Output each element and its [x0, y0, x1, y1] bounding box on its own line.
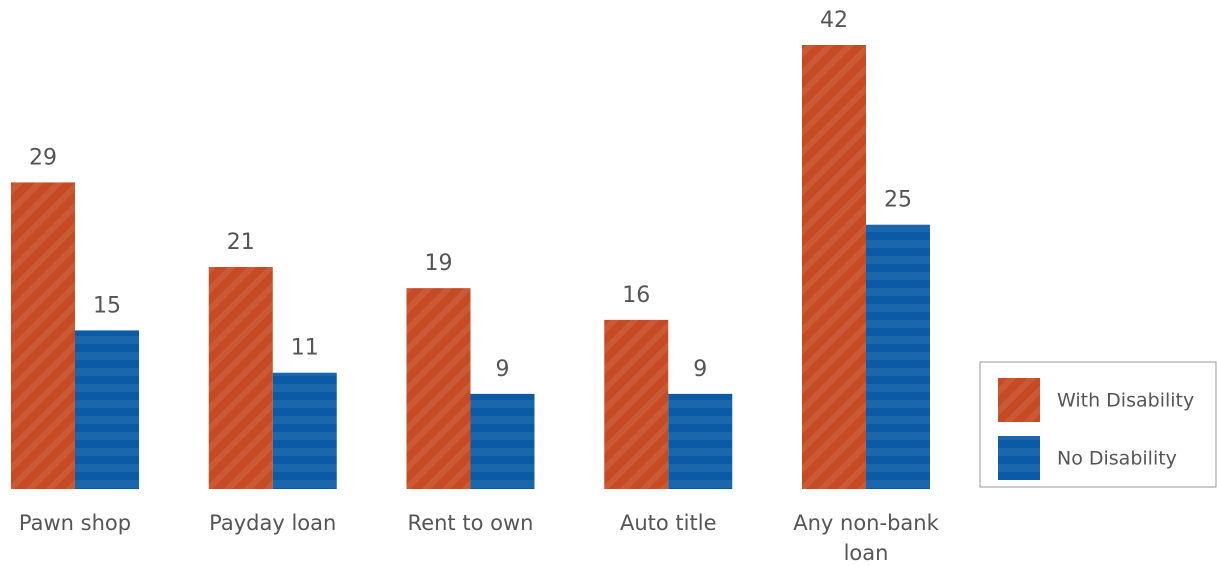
data-label: 42: [820, 8, 848, 33]
data-label: 29: [29, 145, 57, 170]
data-label: 9: [496, 357, 510, 382]
data-label: 21: [227, 230, 255, 255]
bar-texture: [802, 45, 866, 489]
legend-label: No Disability: [1057, 448, 1177, 470]
bar-texture: [470, 393, 535, 489]
bar-texture: [604, 319, 669, 489]
bar-texture: [272, 372, 337, 489]
bar-texture: [668, 393, 733, 489]
data-label: 16: [622, 283, 650, 308]
bar-texture: [866, 224, 930, 489]
x-tick-label: Payday loan: [209, 511, 337, 535]
bar-texture: [11, 182, 75, 489]
legend-label: With Disability: [1057, 390, 1194, 412]
bar-texture: [406, 288, 471, 489]
x-tick-label: Pawn shop: [18, 511, 132, 535]
data-label: 25: [884, 188, 912, 213]
x-tick-label: Auto title: [620, 511, 717, 535]
data-label: 9: [693, 357, 707, 382]
bar-texture: [208, 267, 273, 489]
data-label: 11: [291, 336, 319, 361]
legend-swatch-texture: [998, 436, 1040, 480]
bar-texture: [75, 330, 139, 489]
data-label: 19: [425, 251, 453, 276]
x-tick-label: Rent to own: [407, 511, 534, 535]
data-label: 15: [93, 293, 121, 318]
legend-swatch-texture: [998, 378, 1040, 422]
x-tick-label: Any non-bank loan: [793, 511, 939, 565]
